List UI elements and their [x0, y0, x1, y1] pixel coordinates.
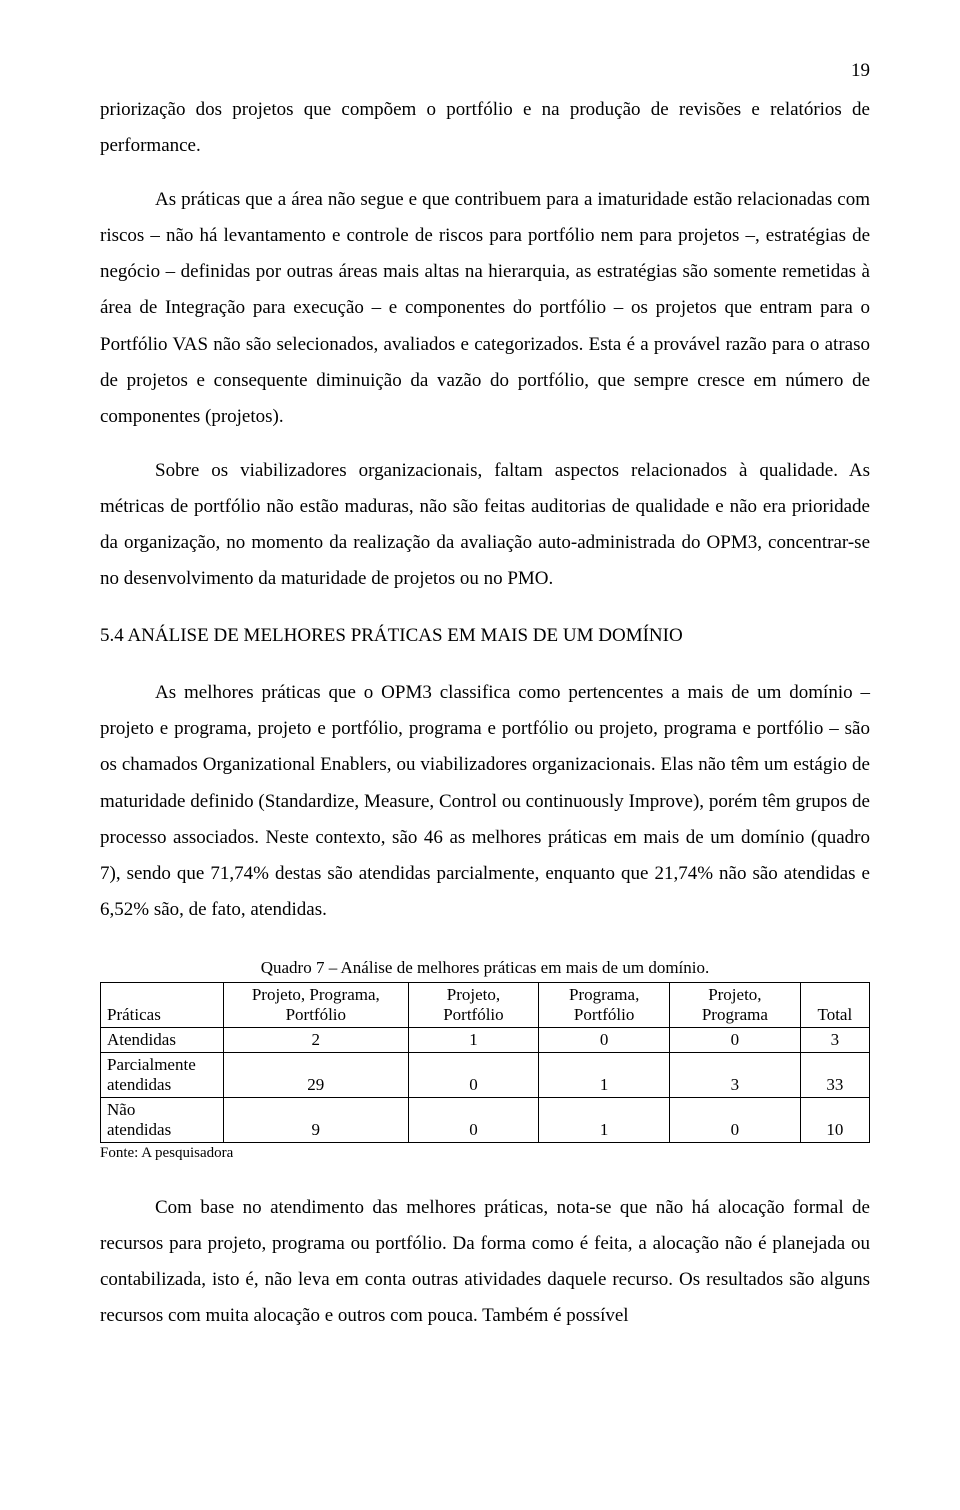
col-proj-port: Projeto, Portfólio: [408, 982, 539, 1027]
cell: 2: [224, 1027, 409, 1052]
paragraph-3: Sobre os viabilizadores organizacionais,…: [100, 453, 870, 597]
table-row: Não atendidas 9 0 1 0 10: [101, 1097, 870, 1142]
page-number: 19: [100, 60, 870, 82]
cell: 0: [408, 1097, 539, 1142]
row-text: Não: [107, 1100, 135, 1119]
row-label: Parcialmente atendidas: [101, 1052, 224, 1097]
col-total: Total: [800, 982, 869, 1027]
table-row: Atendidas 2 1 0 0 3: [101, 1027, 870, 1052]
col-text: Programa,: [569, 985, 639, 1004]
col-proj-prog-port: Projeto, Programa, Portfólio: [224, 982, 409, 1027]
cell: 3: [670, 1052, 801, 1097]
row-text: atendidas: [107, 1075, 171, 1094]
row-label: Atendidas: [101, 1027, 224, 1052]
cell: 0: [670, 1097, 801, 1142]
col-text: Programa: [702, 1005, 768, 1024]
cell: 0: [670, 1027, 801, 1052]
col-practices: Práticas: [101, 982, 224, 1027]
paragraph-5: Com base no atendimento das melhores prá…: [100, 1190, 870, 1334]
col-text: Portfólio: [443, 1005, 503, 1024]
col-text: Projeto,: [447, 985, 500, 1004]
cell: 0: [539, 1027, 670, 1052]
cell: 1: [539, 1052, 670, 1097]
paragraph-1: priorização dos projetos que compõem o p…: [100, 92, 870, 164]
col-proj-prog: Projeto, Programa: [670, 982, 801, 1027]
paragraph-2: As práticas que a área não segue e que c…: [100, 182, 870, 435]
cell: 29: [224, 1052, 409, 1097]
page: 19 priorização dos projetos que compõem …: [0, 0, 960, 1412]
cell: 10: [800, 1097, 869, 1142]
cell: 0: [408, 1052, 539, 1097]
table-caption: Quadro 7 – Análise de melhores práticas …: [100, 958, 870, 978]
row-text: atendidas: [107, 1120, 171, 1139]
cell: 1: [539, 1097, 670, 1142]
col-text: Portfólio: [574, 1005, 634, 1024]
table-source: Fonte: A pesquisadora: [100, 1145, 870, 1162]
cell: 1: [408, 1027, 539, 1052]
col-text: Projeto,: [708, 985, 761, 1004]
paragraph-4: As melhores práticas que o OPM3 classifi…: [100, 675, 870, 928]
table-header-row: Práticas Projeto, Programa, Portfólio Pr…: [101, 982, 870, 1027]
section-heading: 5.4 ANÁLISE DE MELHORES PRÁTICAS EM MAIS…: [100, 625, 870, 647]
row-text: Parcialmente: [107, 1055, 196, 1074]
table-row: Parcialmente atendidas 29 0 1 3 33: [101, 1052, 870, 1097]
cell: 9: [224, 1097, 409, 1142]
col-text: Portfólio: [286, 1005, 346, 1024]
cell: 3: [800, 1027, 869, 1052]
practices-table: Práticas Projeto, Programa, Portfólio Pr…: [100, 982, 870, 1143]
col-text: Projeto, Programa,: [252, 985, 380, 1004]
cell: 33: [800, 1052, 869, 1097]
row-label: Não atendidas: [101, 1097, 224, 1142]
col-prog-port: Programa, Portfólio: [539, 982, 670, 1027]
